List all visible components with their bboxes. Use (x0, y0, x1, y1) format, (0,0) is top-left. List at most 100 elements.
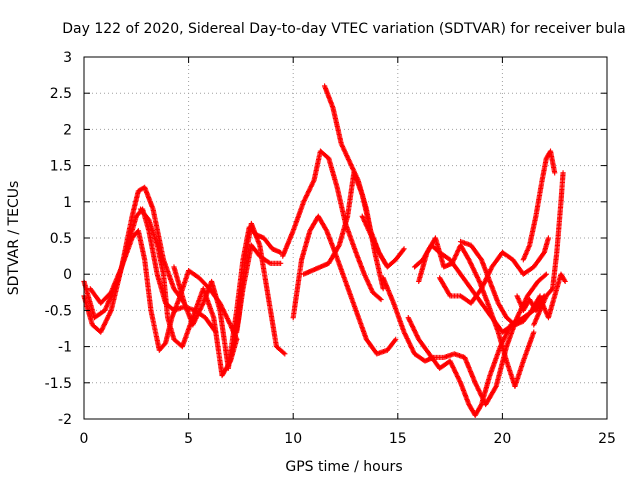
y-tick-label: 3 (63, 50, 72, 66)
x-tick-label: 5 (184, 431, 193, 447)
data-points-fill (211, 316, 225, 377)
data-points-fill (531, 309, 543, 327)
y-tick-labels: -2 -1.5 -1 -0.5 0 0.5 1 1.5 2 2.5 3 (45, 50, 72, 428)
data-points-fill (536, 272, 548, 284)
data-points-fill (257, 244, 271, 298)
x-tick-labels: 0 5 10 15 20 25 (80, 431, 616, 447)
data-points-fill (138, 207, 151, 222)
data-points-fill (316, 214, 329, 233)
data-point (537, 293, 543, 299)
data-points-fill (109, 265, 124, 294)
data-points-fill (136, 229, 147, 261)
data-points-fill (542, 236, 551, 254)
series-arc-20 (531, 170, 566, 328)
data-points-fill (163, 316, 175, 345)
data-points-fill (381, 276, 396, 305)
y-tick-label: -1 (58, 340, 72, 356)
data-points-fill (416, 251, 430, 283)
data-points-fill (368, 233, 381, 254)
data-points-fill (469, 243, 484, 262)
data-points-fill (433, 236, 447, 269)
data-points-fill (308, 214, 321, 233)
data-points-fill (337, 214, 350, 247)
data-points-fill (448, 359, 463, 385)
data-points-fill (142, 258, 154, 312)
data-points-fill (343, 280, 359, 312)
data-points-fill (171, 265, 187, 305)
data-point (545, 235, 552, 241)
data-points-fill (345, 171, 357, 218)
data-points-fill (274, 344, 287, 356)
data-points-fill (544, 287, 555, 298)
data-points-fill (169, 294, 183, 319)
y-tick-label: -1.5 (45, 376, 72, 392)
data-points-fill (265, 294, 279, 348)
data-points-fill (339, 142, 352, 164)
data-points-fill (360, 214, 373, 236)
data-points-fill (531, 250, 547, 269)
data-points-fill (458, 272, 473, 291)
data-points-fill (496, 301, 509, 320)
y-tick-label: 1 (63, 195, 72, 211)
data-points-fill (442, 351, 456, 360)
data-points-fill (146, 218, 160, 247)
data-points-fill (521, 243, 532, 262)
data-point (552, 170, 558, 176)
data-points-fill (391, 301, 407, 334)
data-points-fill (364, 337, 379, 356)
data-points-fill (125, 214, 139, 247)
data-points-fill (334, 186, 348, 225)
data-points-fill (150, 207, 166, 261)
series-arc-21 (514, 271, 568, 321)
data-point (378, 296, 384, 303)
data-points-fill (462, 356, 478, 385)
axis-ticks (83, 56, 608, 420)
data-points-fill (258, 254, 272, 266)
x-tick-label: 15 (389, 431, 407, 447)
data-points-fill (353, 309, 369, 341)
data-points-fill (351, 171, 365, 196)
data-points-fill (311, 149, 323, 182)
grid-lines (84, 57, 607, 419)
data-points-fill (487, 345, 503, 377)
data-points-fill (148, 309, 162, 352)
data-points-fill (525, 279, 540, 298)
data-point (531, 329, 537, 335)
data-point (543, 271, 549, 277)
data-points-fill (290, 258, 304, 319)
data-points-fill (209, 280, 223, 312)
data-point (393, 336, 399, 342)
data-points-fill (93, 308, 107, 320)
y-tick-label: 2.5 (50, 86, 72, 102)
x-axis-label: GPS time / hours (285, 459, 402, 475)
data-points-fill (385, 337, 398, 352)
series-arc-13 (380, 271, 549, 408)
data-points-fill (353, 251, 367, 276)
data-points-fill (190, 301, 206, 327)
data-points-fill (554, 200, 564, 254)
data-points-fill (406, 316, 421, 341)
data-points-fill (119, 236, 135, 269)
data-points-fill (161, 258, 177, 290)
x-tick-label: 25 (598, 431, 616, 447)
data-points-fill (466, 258, 482, 283)
data-point (282, 351, 288, 357)
data-point (562, 278, 568, 285)
series-arc-8 (280, 148, 384, 303)
series-arc-12 (359, 213, 407, 270)
data-points-fill (521, 330, 536, 363)
data-points-fill (385, 258, 398, 269)
data-points-fill (479, 374, 493, 406)
data-points-fill (142, 185, 156, 211)
data-points-fill (393, 247, 406, 262)
y-tick-label: 2 (63, 122, 72, 138)
series-arc-19 (520, 148, 558, 263)
data-points-fill (546, 294, 557, 319)
y-tick-label: 0.5 (50, 231, 72, 247)
x-tick-label: 0 (80, 431, 89, 447)
data-points-fill (558, 171, 566, 204)
data-points-fill (521, 265, 536, 276)
data-points-fill (249, 222, 262, 247)
data-points-fill (495, 330, 509, 363)
